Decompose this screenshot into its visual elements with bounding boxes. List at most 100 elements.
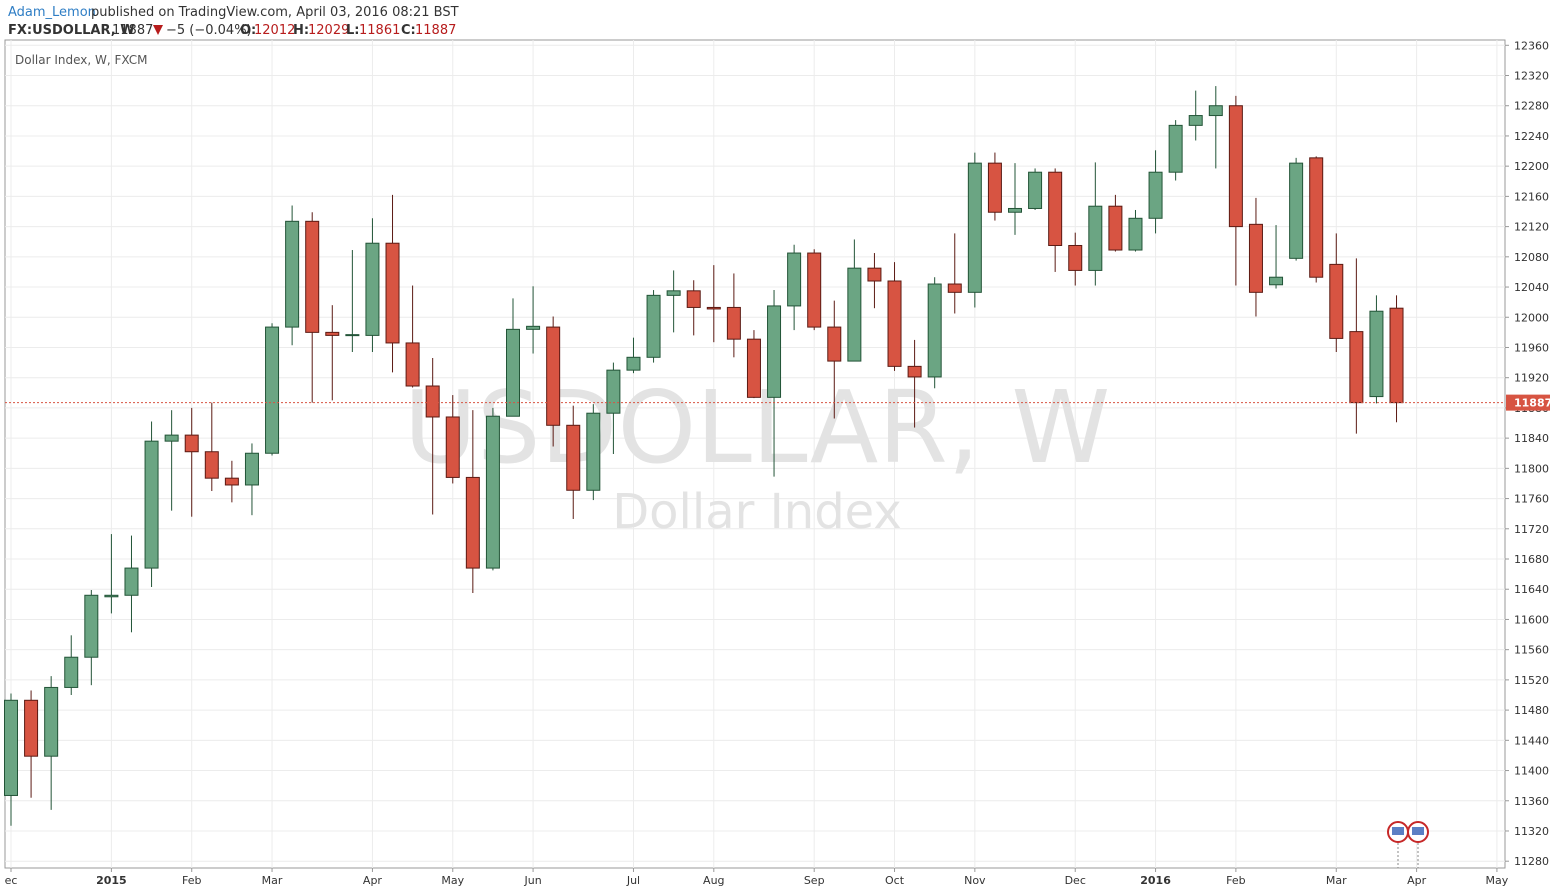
- candle-body: [666, 290, 681, 296]
- candle-body: [265, 326, 280, 454]
- candle-body: [1048, 171, 1063, 246]
- candle-body: [1389, 307, 1404, 404]
- candle-body: [1028, 171, 1043, 209]
- candle-body: [144, 440, 159, 569]
- candle-body: [1128, 217, 1143, 251]
- candle-body: [927, 283, 942, 378]
- candle-body: [44, 686, 59, 757]
- candle-body: [405, 342, 420, 387]
- candle-body: [1188, 115, 1203, 126]
- open-value: 12012: [254, 23, 295, 38]
- y-tick-label: 11400: [1514, 765, 1549, 778]
- candle-body: [1088, 205, 1103, 271]
- watermark-subtitle: Dollar Index: [612, 484, 902, 540]
- y-tick-label: 11560: [1514, 644, 1549, 657]
- author-link[interactable]: Adam_Lemon: [8, 5, 96, 20]
- y-tick-label: 11960: [1514, 341, 1549, 354]
- low-value: 11861: [359, 23, 400, 38]
- candle-body: [546, 326, 561, 426]
- last-price: 11887: [112, 23, 153, 38]
- candle-body: [867, 267, 882, 282]
- x-tick-label: 2016: [1140, 874, 1171, 887]
- candle-body: [24, 699, 39, 757]
- candle-body: [706, 306, 721, 310]
- candle-body: [646, 294, 661, 358]
- candle-body: [726, 306, 741, 340]
- x-tick-label: Jun: [523, 874, 541, 887]
- candle-body: [285, 220, 300, 328]
- candle-body: [104, 594, 119, 598]
- down-arrow: [153, 25, 163, 35]
- candle-body: [526, 325, 541, 330]
- candle-body: [967, 162, 982, 293]
- x-tick-label: May: [441, 874, 464, 887]
- y-tick-label: 12280: [1514, 100, 1549, 113]
- y-tick-label: 11920: [1514, 372, 1549, 385]
- last-price-label: 11887: [1514, 397, 1552, 410]
- candle-body: [987, 162, 1002, 213]
- y-tick-label: 11760: [1514, 493, 1549, 506]
- candle-body: [746, 338, 761, 398]
- event-flag: [1392, 827, 1404, 835]
- x-tick-label: Sep: [804, 874, 825, 887]
- candle-body: [1228, 105, 1243, 228]
- candle-body: [1329, 263, 1344, 339]
- candle-body: [465, 476, 480, 569]
- candle-body: [1108, 205, 1123, 251]
- y-tick-label: 11640: [1514, 583, 1549, 596]
- x-tick-label: May: [1486, 874, 1509, 887]
- high-value: 12029: [308, 23, 349, 38]
- candle-body: [1068, 244, 1083, 271]
- x-tick-label: Nov: [964, 874, 986, 887]
- legend: Dollar Index, W, FXCM: [15, 53, 148, 67]
- candle-body: [485, 415, 500, 569]
- candle-body: [827, 326, 842, 362]
- x-tick-label: Mar: [1326, 874, 1347, 887]
- candle-body: [1208, 105, 1223, 117]
- low-label: L:: [346, 23, 359, 38]
- candle-body: [305, 220, 320, 333]
- candle-body: [566, 424, 581, 491]
- x-tick-label: Mar: [262, 874, 283, 887]
- x-tick-label: 2015: [96, 874, 127, 887]
- y-tick-label: 11480: [1514, 704, 1549, 717]
- y-tick-label: 12160: [1514, 190, 1549, 203]
- x-tick-label: Jul: [626, 874, 640, 887]
- candle-body: [325, 331, 340, 336]
- candle-body: [1289, 162, 1304, 259]
- candle-body: [84, 594, 99, 658]
- y-tick-label: 12240: [1514, 130, 1549, 143]
- y-tick-label: 12080: [1514, 251, 1549, 264]
- x-tick-label: Dec: [1065, 874, 1086, 887]
- candle-body: [1309, 157, 1324, 278]
- candle-body: [847, 267, 862, 362]
- published-text: published on TradingView.com, April 03, …: [91, 5, 459, 20]
- y-tick-label: 11280: [1514, 855, 1549, 868]
- candle-body: [425, 385, 440, 418]
- y-tick-label: 12200: [1514, 160, 1549, 173]
- candle-body: [1349, 331, 1364, 404]
- candle-body: [244, 452, 259, 486]
- candle-body: [4, 699, 18, 796]
- symbol: FX:USDOLLAR, W: [8, 23, 135, 38]
- y-tick-label: 12360: [1514, 39, 1549, 52]
- x-tick-label: Apr: [1407, 874, 1427, 887]
- last-price-box: [1506, 394, 1550, 411]
- candle-body: [1369, 310, 1384, 398]
- candle-body: [204, 451, 219, 479]
- plot-border: [4, 39, 1506, 869]
- candle-body: [947, 283, 962, 293]
- candle-body: [626, 356, 641, 371]
- y-tick-label: 11720: [1514, 523, 1549, 536]
- candle-body: [164, 434, 179, 442]
- candle-body: [124, 567, 139, 596]
- y-tick-label: 11800: [1514, 462, 1549, 475]
- high-label: H:: [293, 23, 309, 38]
- y-tick-label: 11600: [1514, 613, 1549, 626]
- candle-body: [184, 434, 199, 453]
- candle-body: [64, 656, 79, 688]
- candle-body: [606, 369, 621, 414]
- x-tick-label: Oct: [885, 874, 905, 887]
